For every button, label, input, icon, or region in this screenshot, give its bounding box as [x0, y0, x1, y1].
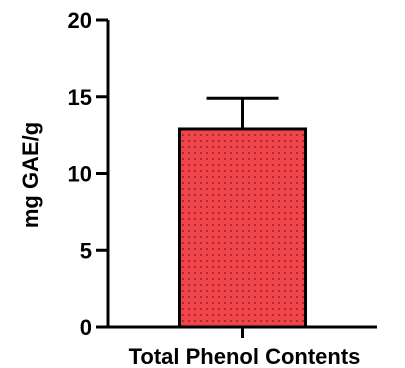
error-bars: [206, 96, 279, 129]
y-tick-label: 0: [80, 315, 92, 340]
y-tick-label: 15: [68, 85, 92, 110]
y-tick-label: 20: [68, 8, 92, 33]
y-axis-label: mg GAE/g: [18, 122, 43, 228]
bar-pattern: [179, 128, 306, 327]
bars: [178, 127, 307, 329]
x-category-label: Total Phenol Contents: [129, 344, 361, 368]
y-tick-label: 10: [68, 162, 92, 187]
y-ticks: 0 5 10 15 20: [68, 8, 108, 340]
y-tick-label: 5: [80, 238, 92, 263]
x-category-labels: Total Phenol Contents: [129, 327, 361, 368]
